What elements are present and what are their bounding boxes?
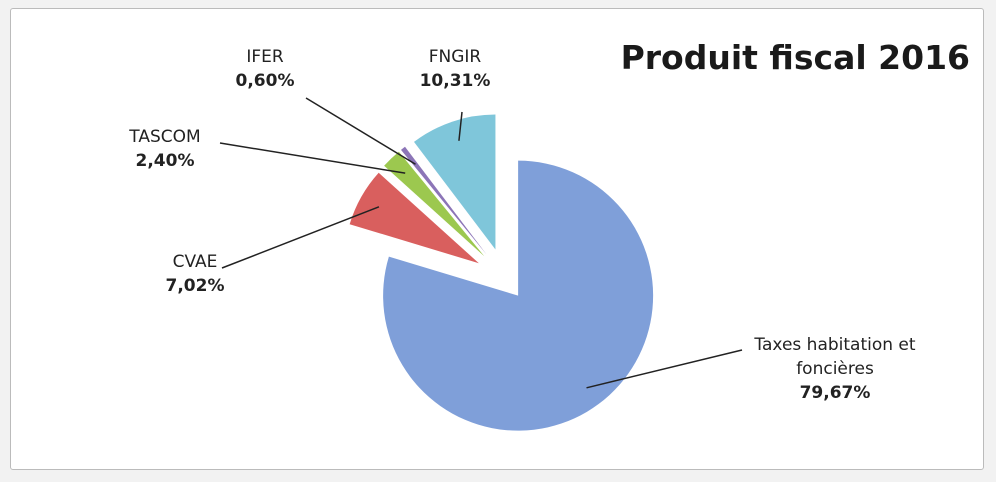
pie-slice (413, 114, 496, 250)
value-label: 2,40% (135, 151, 195, 171)
category-label: Taxes habitation et foncières (754, 335, 916, 379)
leader-line (458, 111, 463, 141)
slice-label: FNGIR 10,31% (400, 45, 510, 93)
chart-title: Produit fiscal 2016 (620, 38, 970, 77)
slice-label: Taxes habitation et foncières 79,67% (740, 333, 930, 405)
slice-label: TASCOM 2,40% (100, 125, 230, 173)
leader-line (221, 206, 380, 269)
leader-line (586, 349, 743, 389)
category-label: CVAE (172, 252, 218, 272)
pie-slice (384, 151, 485, 257)
pie-slice (349, 172, 479, 264)
leader-line (219, 142, 406, 174)
value-label: 7,02% (165, 276, 225, 296)
value-label: 79,67% (799, 383, 871, 403)
value-label: 10,31% (419, 71, 491, 91)
category-label: TASCOM (129, 127, 201, 147)
leader-line (305, 97, 416, 165)
category-label: FNGIR (428, 47, 482, 67)
slice-label: IFER 0,60% (215, 45, 315, 93)
pie-slice (383, 160, 654, 431)
pie-slice (400, 146, 487, 255)
category-label: IFER (246, 47, 284, 67)
value-label: 0,60% (235, 71, 295, 91)
slice-label: CVAE 7,02% (140, 250, 250, 298)
